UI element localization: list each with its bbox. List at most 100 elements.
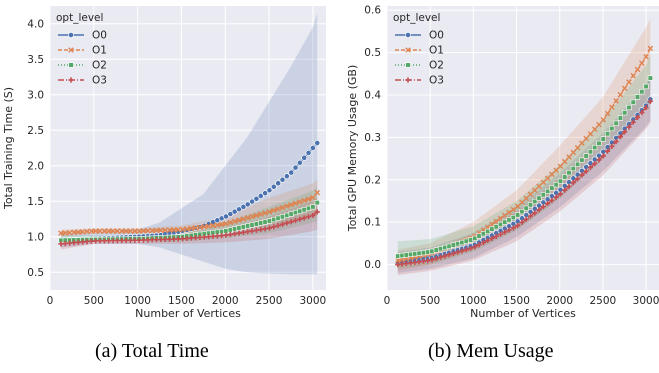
- marker-15: [123, 237, 129, 244]
- marker-28: [179, 226, 186, 233]
- marker-35: [210, 222, 216, 229]
- marker-24: [162, 236, 168, 243]
- marker-29: [519, 219, 525, 226]
- series-O1: [58, 189, 321, 236]
- marker-1: [62, 230, 69, 236]
- marker-58: [310, 212, 316, 219]
- marker-26: [506, 227, 512, 233]
- marker-3: [408, 251, 414, 258]
- series-O3: [395, 98, 653, 268]
- x-tick-label: 2500: [256, 295, 283, 307]
- marker-41: [236, 206, 242, 213]
- marker-31: [527, 213, 534, 219]
- marker-57: [639, 109, 645, 116]
- marker-18: [136, 237, 142, 243]
- marker-20: [480, 231, 487, 237]
- marker-39: [562, 187, 568, 193]
- marker-17: [132, 237, 138, 243]
- marker-38: [223, 213, 229, 220]
- marker-50: [275, 206, 281, 212]
- marker-16: [127, 228, 134, 234]
- marker-14: [455, 241, 461, 247]
- marker-47: [596, 121, 602, 128]
- marker-53: [621, 85, 628, 92]
- x-tick-label: 1500: [168, 295, 195, 307]
- marker-59: [647, 98, 653, 104]
- y-tick-label: 1.5: [27, 196, 44, 208]
- marker-27: [510, 214, 516, 221]
- x-tick-label: 500: [84, 295, 104, 307]
- marker-11: [442, 253, 448, 259]
- marker-40: [232, 231, 238, 237]
- marker-34: [540, 204, 546, 210]
- marker-53: [288, 169, 295, 176]
- marker-51: [613, 138, 619, 145]
- marker-27: [175, 236, 181, 242]
- series-band-O3: [60, 197, 318, 250]
- marker-57: [305, 149, 312, 156]
- x-tick-label: 0: [384, 295, 391, 307]
- marker-26: [506, 217, 512, 223]
- marker-42: [574, 176, 581, 182]
- marker-27: [510, 206, 517, 213]
- marker-28: [179, 236, 186, 242]
- x-tick-label: 2000: [546, 295, 573, 307]
- marker-58: [643, 53, 649, 60]
- marker-32: [531, 187, 538, 194]
- marker-54: [626, 104, 632, 111]
- marker-39: [227, 227, 233, 233]
- marker-52: [617, 134, 623, 140]
- marker-37: [553, 167, 559, 174]
- marker-57: [305, 205, 312, 211]
- marker-58: [310, 194, 316, 201]
- marker-54: [626, 79, 632, 85]
- marker-22: [489, 221, 495, 228]
- marker-50: [275, 215, 281, 221]
- y-tick-label: 0.4: [364, 90, 381, 102]
- marker-25: [502, 229, 508, 235]
- marker-51: [613, 98, 619, 104]
- marker-48: [266, 225, 273, 231]
- marker-9: [97, 238, 103, 244]
- marker-52: [284, 212, 290, 218]
- marker-43: [579, 172, 585, 178]
- marker-12: [110, 228, 116, 234]
- series-O3: [58, 209, 320, 247]
- marker-38: [223, 232, 229, 238]
- marker-16: [127, 237, 134, 244]
- marker-14: [455, 249, 461, 255]
- marker-55: [297, 208, 303, 214]
- marker-20: [480, 240, 487, 246]
- marker-31: [527, 202, 534, 208]
- marker-7: [88, 238, 94, 244]
- marker-24: [162, 227, 168, 233]
- marker-9: [97, 228, 103, 234]
- marker-9: [433, 247, 439, 253]
- legend-title: opt_level: [56, 12, 103, 24]
- marker-39: [227, 231, 233, 238]
- marker-47: [262, 210, 268, 216]
- marker-49: [604, 131, 611, 137]
- marker-45: [253, 195, 260, 202]
- marker-38: [557, 178, 564, 184]
- marker-36: [549, 171, 555, 178]
- marker-23: [158, 236, 164, 243]
- marker-57: [639, 60, 645, 66]
- legend-label-O1: O1: [429, 45, 444, 57]
- marker-36: [214, 222, 221, 228]
- marker-18: [472, 244, 478, 250]
- marker-39: [562, 174, 568, 180]
- marker-50: [275, 222, 281, 229]
- marker-15: [459, 248, 465, 254]
- marker-40: [232, 226, 238, 232]
- marker-56: [301, 197, 308, 204]
- marker-53: [288, 219, 294, 225]
- marker-38: [557, 191, 564, 197]
- marker-13: [114, 228, 121, 234]
- marker-53: [622, 110, 628, 116]
- y-tick-label: 3.5: [27, 54, 44, 66]
- marker-18: [136, 228, 142, 234]
- marker-legend-O3: [405, 77, 411, 83]
- marker-44: [583, 135, 589, 142]
